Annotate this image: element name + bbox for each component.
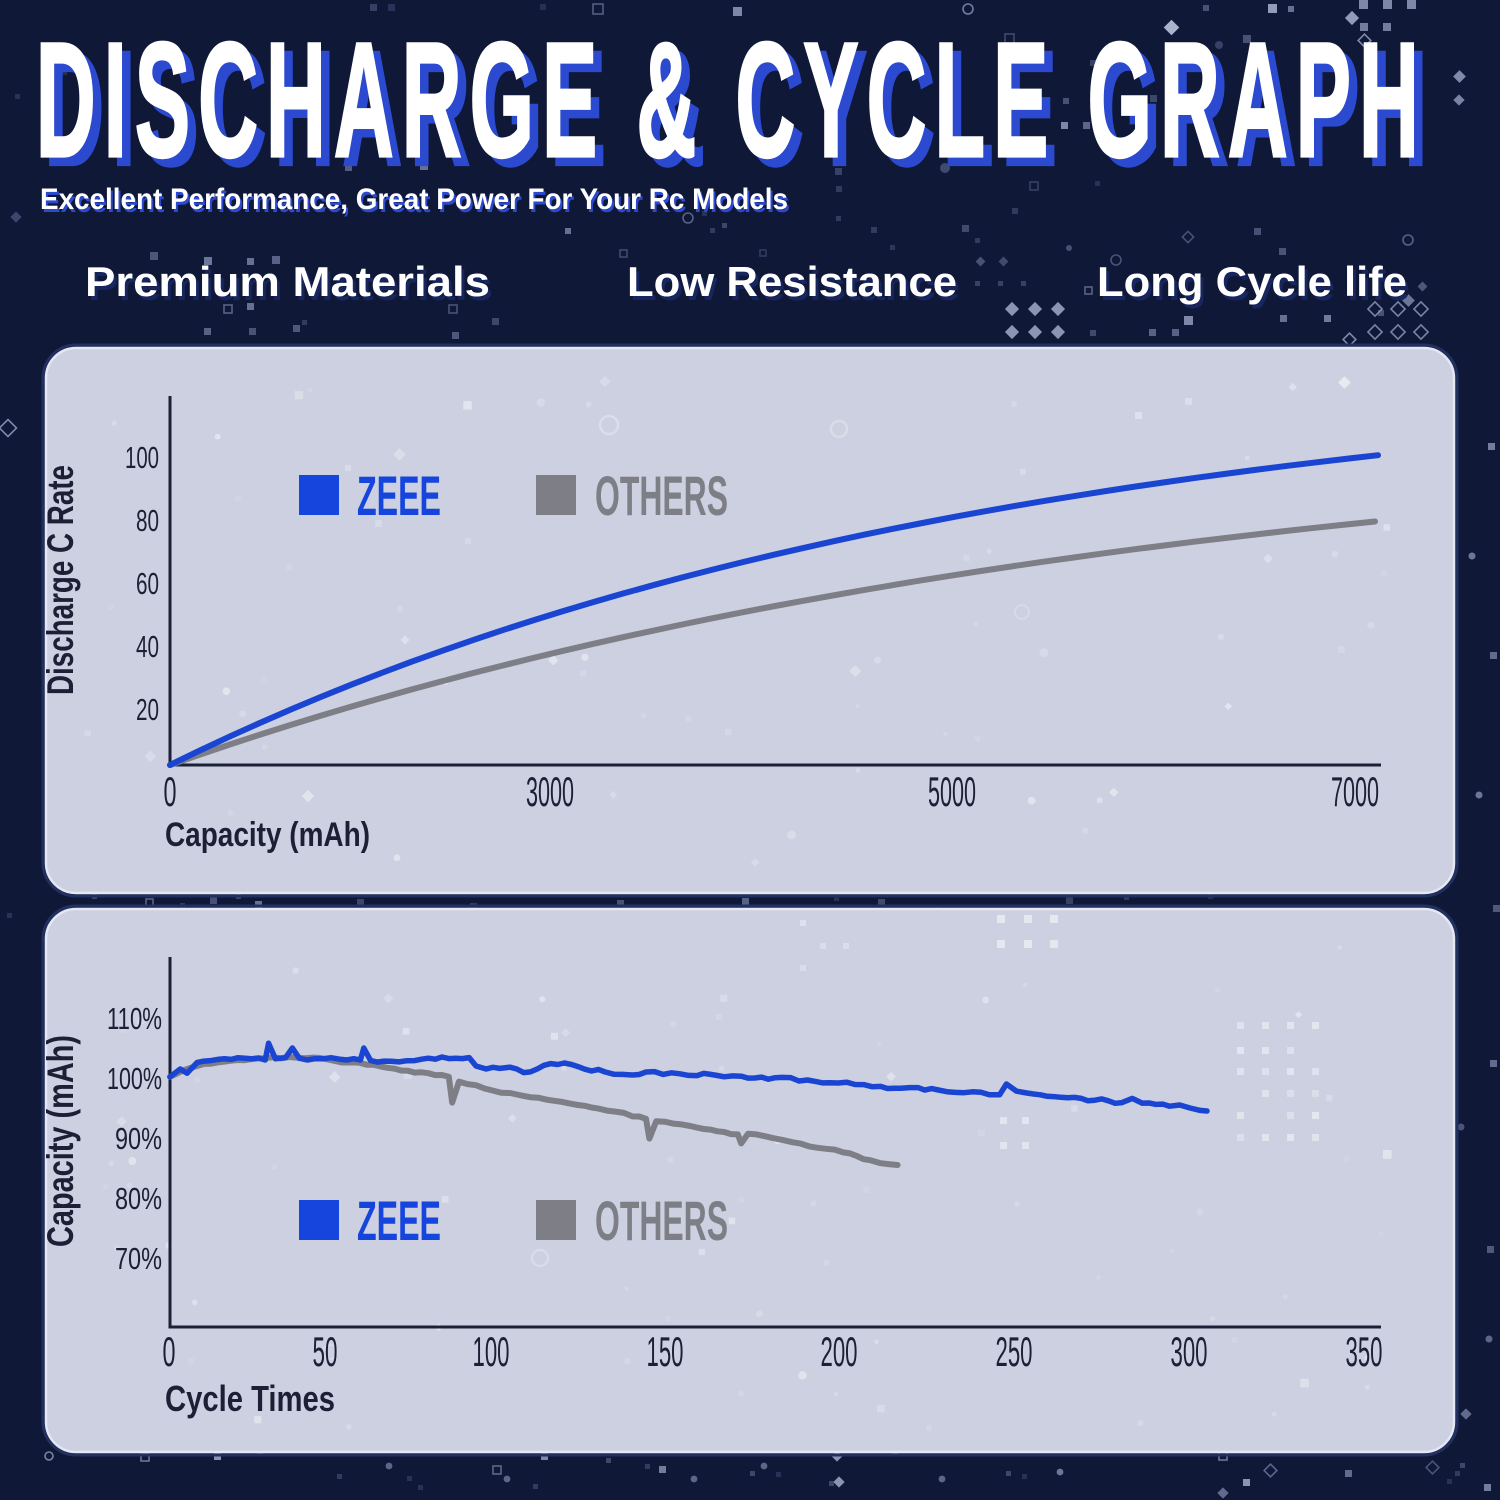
svg-text:250: 250: [996, 1328, 1033, 1375]
svg-text:3000: 3000: [526, 768, 574, 815]
svg-text:DISCHARGE & CYCLE GRAPH: DISCHARGE & CYCLE GRAPH: [44, 17, 1435, 200]
svg-text:Low Resistance: Low Resistance: [627, 258, 957, 305]
svg-text:DISCHARGE & CYCLE GRAPH: DISCHARGE & CYCLE GRAPH: [36, 8, 1427, 191]
svg-text:OTHERS: OTHERS: [595, 464, 728, 527]
svg-text:60: 60: [136, 566, 159, 601]
svg-text:110%: 110%: [107, 1001, 162, 1036]
svg-text:Discharge C Rate: Discharge C Rate: [40, 465, 81, 695]
svg-text:100%: 100%: [107, 1061, 162, 1096]
svg-text:Excellent Performance, Great P: Excellent Performance, Great Power For Y…: [42, 186, 790, 219]
svg-text:7000: 7000: [1331, 768, 1379, 815]
svg-text:Premium Materials: Premium Materials: [88, 262, 493, 309]
svg-text:300: 300: [1171, 1328, 1208, 1375]
svg-text:350: 350: [1346, 1328, 1383, 1375]
svg-text:80%: 80%: [115, 1181, 162, 1216]
svg-text:90%: 90%: [115, 1121, 162, 1156]
svg-text:ZEEE: ZEEE: [357, 464, 441, 527]
svg-text:Long Cycle life: Long Cycle life: [1097, 258, 1407, 305]
svg-text:200: 200: [821, 1328, 858, 1375]
svg-text:80: 80: [136, 503, 159, 538]
svg-text:100: 100: [125, 440, 159, 475]
svg-text:Excellent Performance, Great P: Excellent Performance, Great Power For Y…: [40, 183, 788, 216]
svg-text:150: 150: [647, 1328, 684, 1375]
svg-text:Long Cycle life: Long Cycle life: [1100, 262, 1410, 309]
svg-text:Cycle Times: Cycle Times: [165, 1378, 335, 1419]
svg-text:ZEEE: ZEEE: [357, 1189, 441, 1252]
svg-text:20: 20: [136, 692, 159, 727]
svg-text:100: 100: [473, 1328, 510, 1375]
svg-text:40: 40: [136, 629, 159, 664]
svg-text:5000: 5000: [928, 768, 976, 815]
svg-text:70%: 70%: [115, 1241, 162, 1276]
svg-text:Capacity (mAh): Capacity (mAh): [165, 816, 370, 854]
svg-text:OTHERS: OTHERS: [595, 1189, 728, 1252]
svg-text:0: 0: [163, 1328, 176, 1375]
svg-text:Capacity (mAh): Capacity (mAh): [40, 1035, 81, 1247]
svg-text:50: 50: [313, 1328, 338, 1375]
svg-text:Premium Materials: Premium Materials: [85, 258, 490, 305]
svg-text:0: 0: [164, 768, 177, 815]
svg-text:Low Resistance: Low Resistance: [630, 262, 960, 309]
